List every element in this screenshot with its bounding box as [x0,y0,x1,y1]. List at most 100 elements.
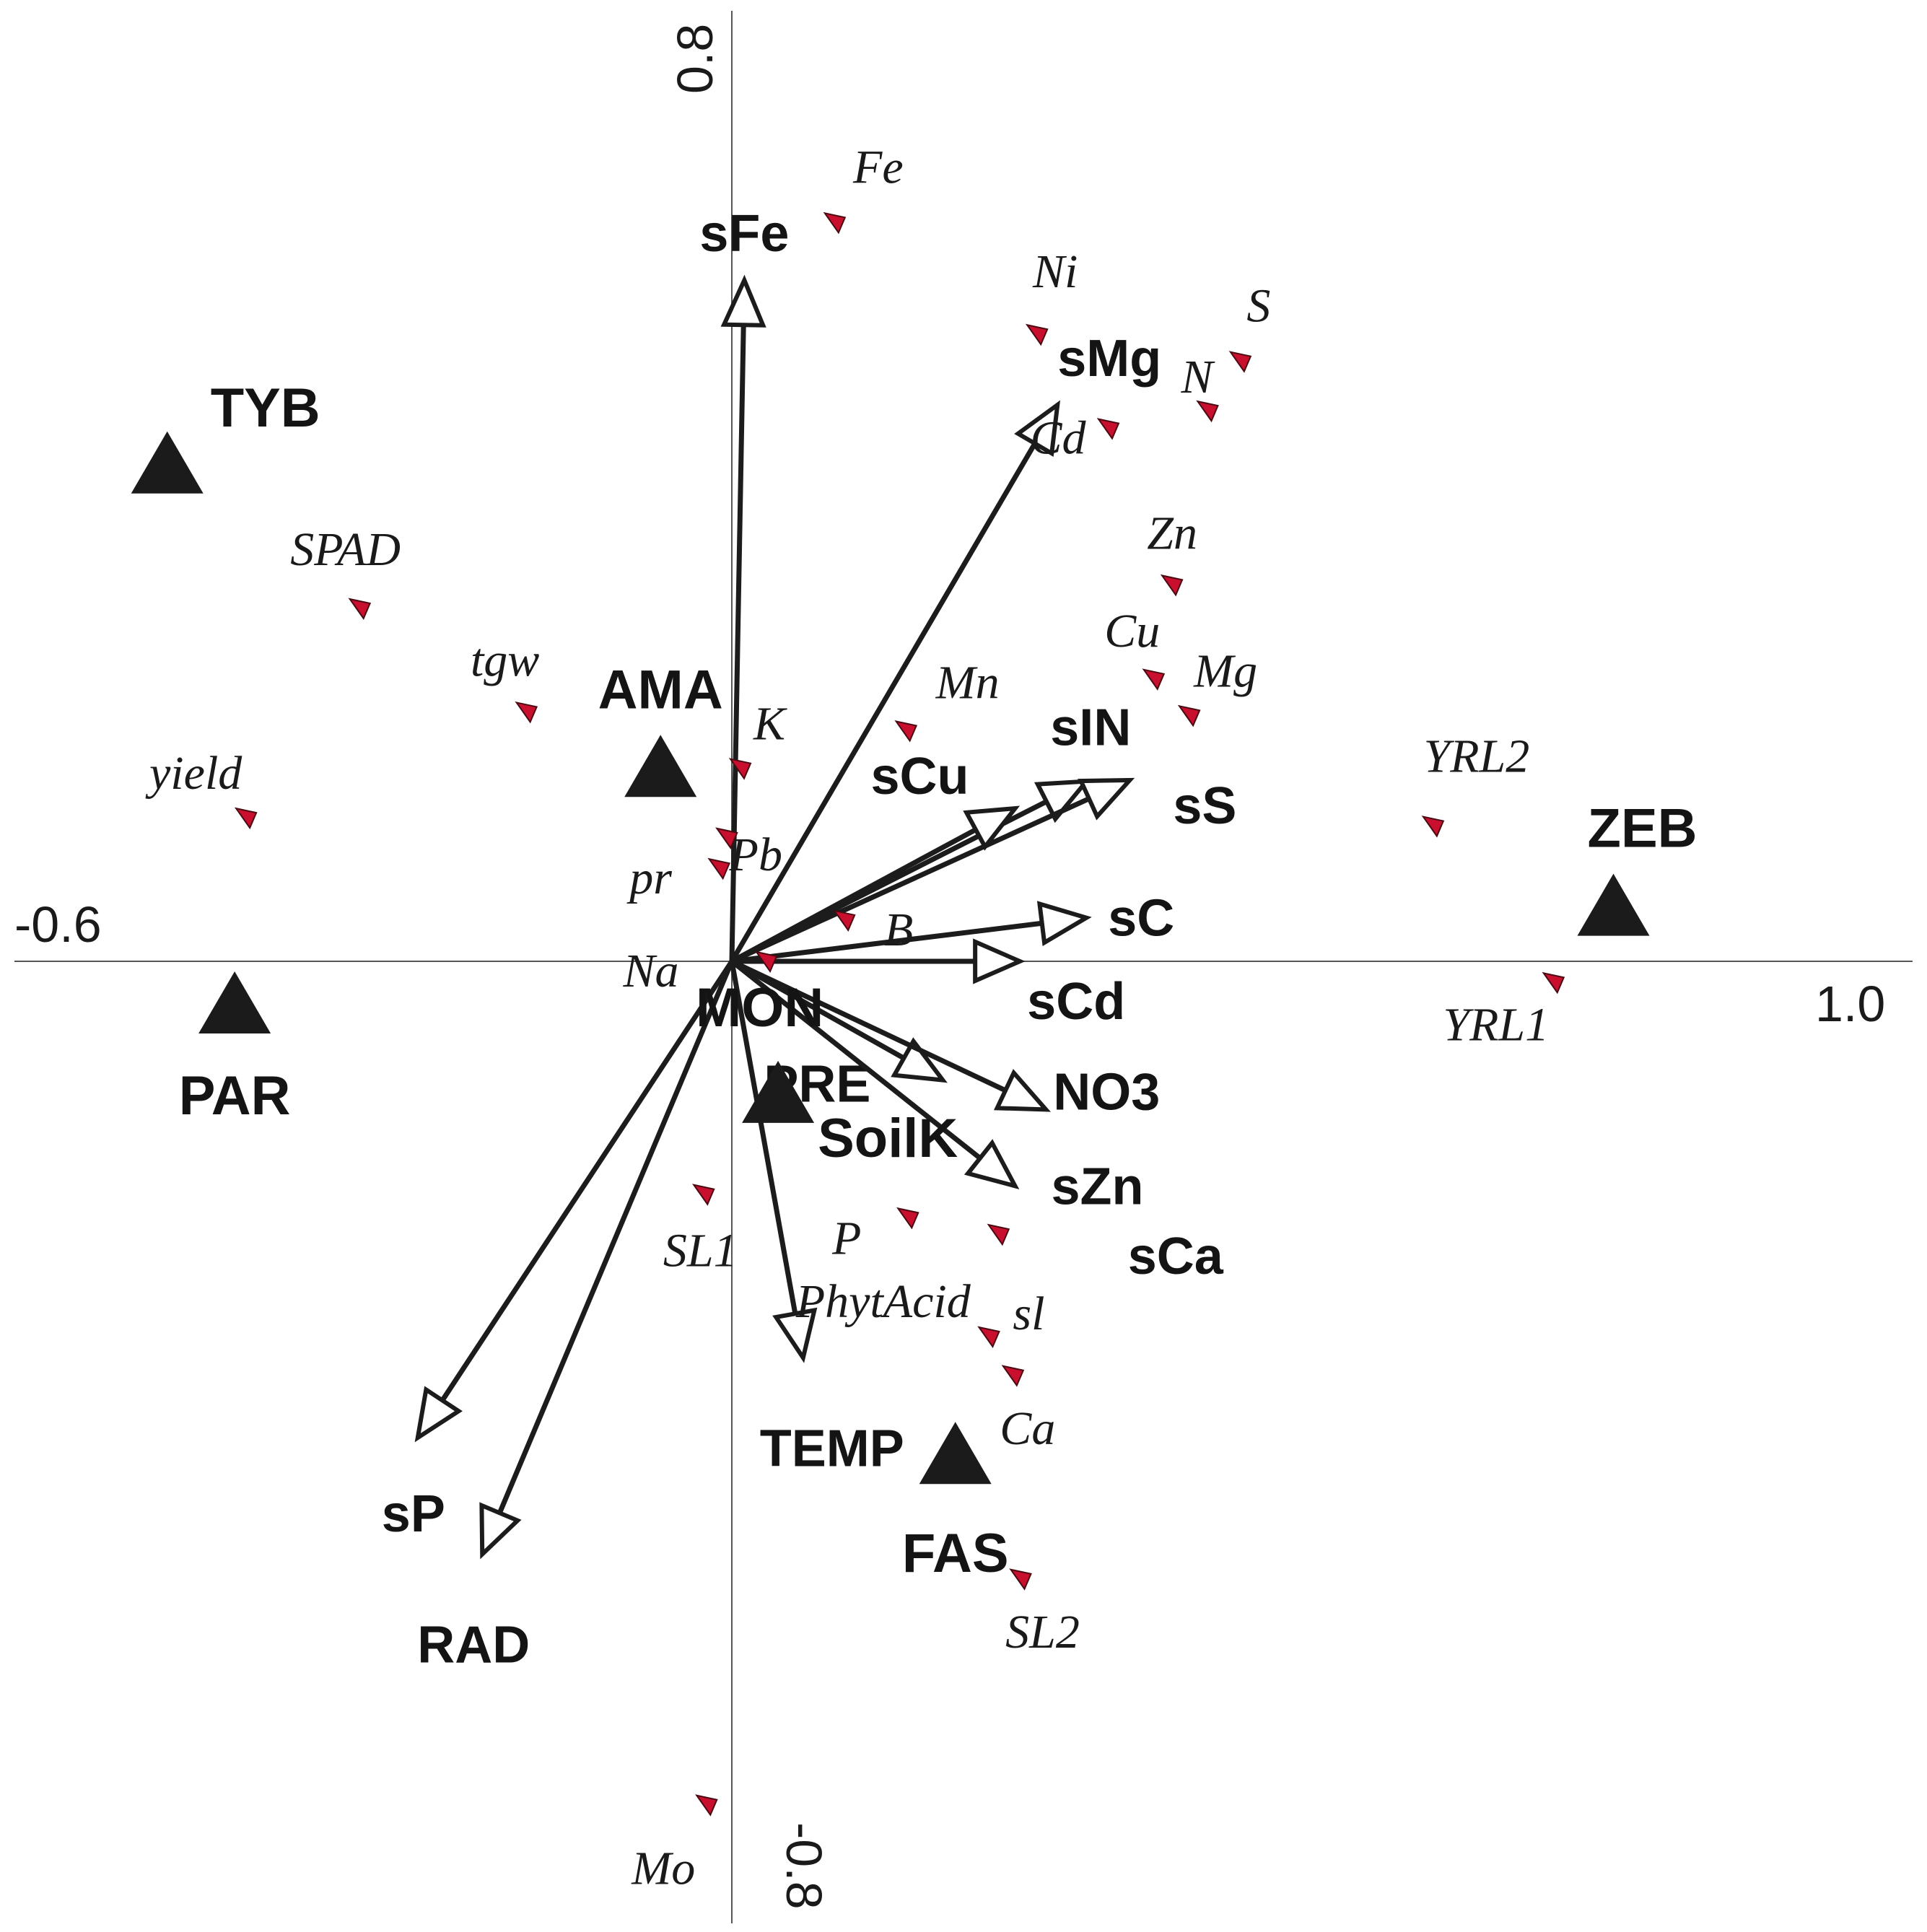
trait-marker-s [1228,351,1252,373]
trait-marker-tgw [515,701,538,724]
site-label-mon: MON [696,977,823,1039]
vector-rad: RAD [417,960,735,1674]
vector-line-rad [497,960,735,1514]
trait-b: B [832,904,913,956]
trait-marker-mn [894,720,918,743]
site-label-par: PAR [179,1065,291,1127]
vector-label-szn: sZn [1051,1158,1143,1215]
vector-ss: sS [730,777,1236,964]
vector-label-temp: TEMP [760,1420,904,1477]
trait-marker-sl [977,1326,1000,1349]
trait-label-b: B [884,904,913,956]
trait-label-yrl1: YRL1 [1443,998,1549,1051]
site-marker-tyb [131,431,204,494]
vector-line-scu [730,827,977,964]
trait-marker-sl1 [691,1184,715,1206]
vector-head-sin [1034,779,1091,823]
vector-head-temp [772,1307,818,1363]
trait-sl2: SL2 [1005,1568,1080,1658]
trait-marker-n [1196,400,1219,423]
trait-label-mn: Mn [935,657,1000,709]
trait-tgw: tgw [471,634,539,724]
trait-label-sca: sCa [1128,1228,1224,1285]
vector-label-sfe: sFe [699,205,789,263]
vector-line-szn [730,959,982,1160]
trait-label-n: N [1180,351,1215,403]
vector-temp: TEMP [729,961,904,1477]
vector-label-ss: sS [1173,777,1236,835]
vector-label-sc: sC [1108,890,1174,948]
x-axis-min-tick: -0.6 [14,896,102,953]
site-marker-ama [624,735,697,797]
vector-head-smg [1014,400,1061,458]
trait-marker-cd [1096,418,1120,440]
trait-k: K [728,698,787,780]
vector-label-scd: sCd [1027,973,1125,1031]
trait-label-tgw: tgw [471,634,539,686]
trait-label-cu: Cu [1104,605,1160,657]
trait-pr: pr [626,852,731,904]
vector-scu: sCu [730,748,1021,964]
site-tyb: TYB [131,377,320,494]
trait-marker-spad [348,598,372,621]
trait-marker-ca [1001,1365,1025,1387]
trait-mo: Mo [631,1794,718,1895]
trait-label-zn: Zn [1147,507,1197,559]
trait-marker-yield [234,807,258,830]
trait-marker-k [728,758,752,780]
vector-head-no3 [993,1069,1052,1112]
site-label-ama: AMA [598,659,723,720]
vector-no3: NO3 [730,958,1160,1121]
y-axis-max-tick: 0.8 [667,24,723,94]
site-marker-fas [919,1422,992,1485]
site-marker-zeb [1577,873,1650,936]
y-axis-min-tick: -0.8 [776,1822,832,1910]
trait-label-na: Na [623,945,679,997]
site-par: PAR [179,971,291,1127]
vector-label-sp: sP [382,1485,445,1543]
vector-smg: sMg [729,330,1161,963]
trait-marker-na [754,950,778,974]
trait-label-ca: Ca [1000,1402,1055,1455]
trait-sca: sCa [1128,1228,1224,1285]
trait-n: N [1180,351,1219,423]
x-axis-max-tick: 1.0 [1815,976,1885,1032]
vector-line-temp [729,961,798,1314]
vector-head-sc [1036,901,1092,946]
vector-label-sin: sIN [1050,699,1131,757]
vector-head-sp [414,1386,463,1443]
trait-label-k: K [753,698,787,751]
trait-cd: Cd [1030,412,1120,465]
site-zeb: ZEB [1577,798,1697,936]
trait-marker-cu [1142,668,1166,691]
vector-label-no3: NO3 [1053,1063,1160,1121]
trait-marker-mg [1177,704,1201,727]
vector-head-szn [964,1139,1020,1189]
trait-marker-phytacid [987,1223,1010,1246]
trait-label-fe: Fe [852,141,904,193]
trait-marker-b [832,909,856,932]
vector-line-sc [731,920,1043,964]
site-label-tyb: TYB [211,377,320,439]
trait-label-sl2: SL2 [1005,1606,1080,1658]
trait-yield: yield [145,747,258,830]
trait-label-mo: Mo [631,1843,695,1895]
vector-head-scu [963,805,1021,851]
trait-marker-zn [1160,574,1184,597]
trait-label-mg: Mg [1193,644,1257,697]
trait-sl: sl [977,1288,1044,1349]
trait-label-p: P [831,1212,861,1264]
trait-marker-p [896,1207,919,1230]
trait-label-pr: pr [626,852,672,904]
site-ama: AMA [598,659,723,797]
vector-line-sfe [729,325,746,962]
trait-na: Na [623,945,778,997]
site-label-fas: FAS [902,1523,1009,1584]
trait-zn: Zn [1147,507,1197,597]
vector-scd: sCd [732,938,1125,1031]
trait-fe: Fe [823,141,904,235]
trait-marker-mo [695,1794,718,1817]
trait-label-sl: sl [1013,1288,1044,1340]
site-marker-par [198,971,271,1033]
